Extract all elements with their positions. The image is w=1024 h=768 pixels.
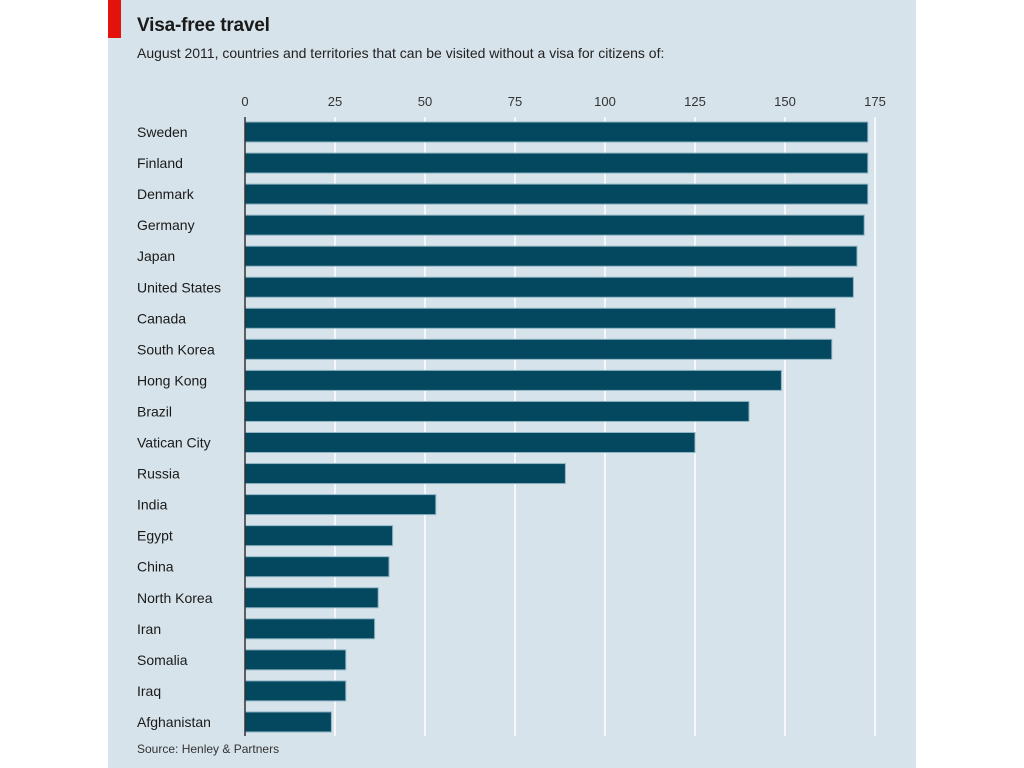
category-label: South Korea bbox=[137, 341, 215, 357]
chart-title: Visa-free travel bbox=[137, 15, 270, 36]
category-label: Somalia bbox=[137, 652, 188, 668]
bar bbox=[244, 463, 566, 485]
category-label: Iraq bbox=[137, 683, 161, 699]
bar bbox=[244, 680, 347, 702]
source-note: Source: Henley & Partners bbox=[137, 742, 280, 756]
bar bbox=[244, 307, 836, 329]
x-tick-label: 25 bbox=[328, 94, 342, 109]
category-label: China bbox=[137, 559, 174, 575]
category-label: Finland bbox=[137, 155, 183, 171]
bar bbox=[244, 556, 390, 578]
category-label: India bbox=[137, 497, 168, 513]
category-label: Denmark bbox=[137, 186, 195, 202]
bar bbox=[244, 338, 833, 360]
bar bbox=[244, 276, 854, 298]
category-labels: Sweden Finland Denmark Germany Japan United S… bbox=[137, 124, 221, 730]
bar bbox=[244, 618, 376, 640]
bar bbox=[244, 649, 347, 671]
category-label: Hong Kong bbox=[137, 372, 207, 388]
category-label: Canada bbox=[137, 310, 186, 326]
bar bbox=[244, 245, 858, 267]
category-label: North Korea bbox=[137, 590, 213, 606]
category-label: Afghanistan bbox=[137, 714, 211, 730]
x-tick-label: 150 bbox=[774, 94, 796, 109]
bar bbox=[244, 587, 379, 609]
x-tick-label: 125 bbox=[684, 94, 706, 109]
category-label: Egypt bbox=[137, 528, 173, 544]
x-tick-label: 0 bbox=[241, 94, 248, 109]
bar bbox=[244, 525, 394, 547]
bar bbox=[244, 183, 869, 205]
x-tick-label: 75 bbox=[508, 94, 522, 109]
category-label: Vatican City bbox=[137, 435, 211, 451]
category-label: Germany bbox=[137, 217, 195, 233]
x-axis-ticks: 0 25 50 75 100 125 150 175 bbox=[241, 94, 885, 109]
bar bbox=[244, 369, 782, 391]
category-label: Russia bbox=[137, 466, 180, 482]
bar bbox=[244, 432, 696, 453]
bar bbox=[244, 711, 332, 733]
x-tick-label: 50 bbox=[418, 94, 432, 109]
category-label: Sweden bbox=[137, 124, 188, 140]
category-label: Iran bbox=[137, 621, 161, 637]
bar bbox=[244, 494, 437, 516]
bar bbox=[244, 152, 869, 174]
category-label: Brazil bbox=[137, 403, 172, 419]
chart-subtitle: August 2011, countries and territories t… bbox=[137, 45, 665, 61]
bars bbox=[244, 121, 869, 733]
gridlines bbox=[334, 117, 876, 736]
bar bbox=[244, 214, 865, 236]
category-label: Japan bbox=[137, 248, 175, 264]
red-accent-tab bbox=[108, 0, 121, 38]
bar bbox=[244, 400, 750, 422]
bar bbox=[244, 121, 869, 143]
category-label: United States bbox=[137, 279, 221, 295]
x-tick-label: 100 bbox=[594, 94, 616, 109]
x-tick-label: 175 bbox=[864, 94, 886, 109]
